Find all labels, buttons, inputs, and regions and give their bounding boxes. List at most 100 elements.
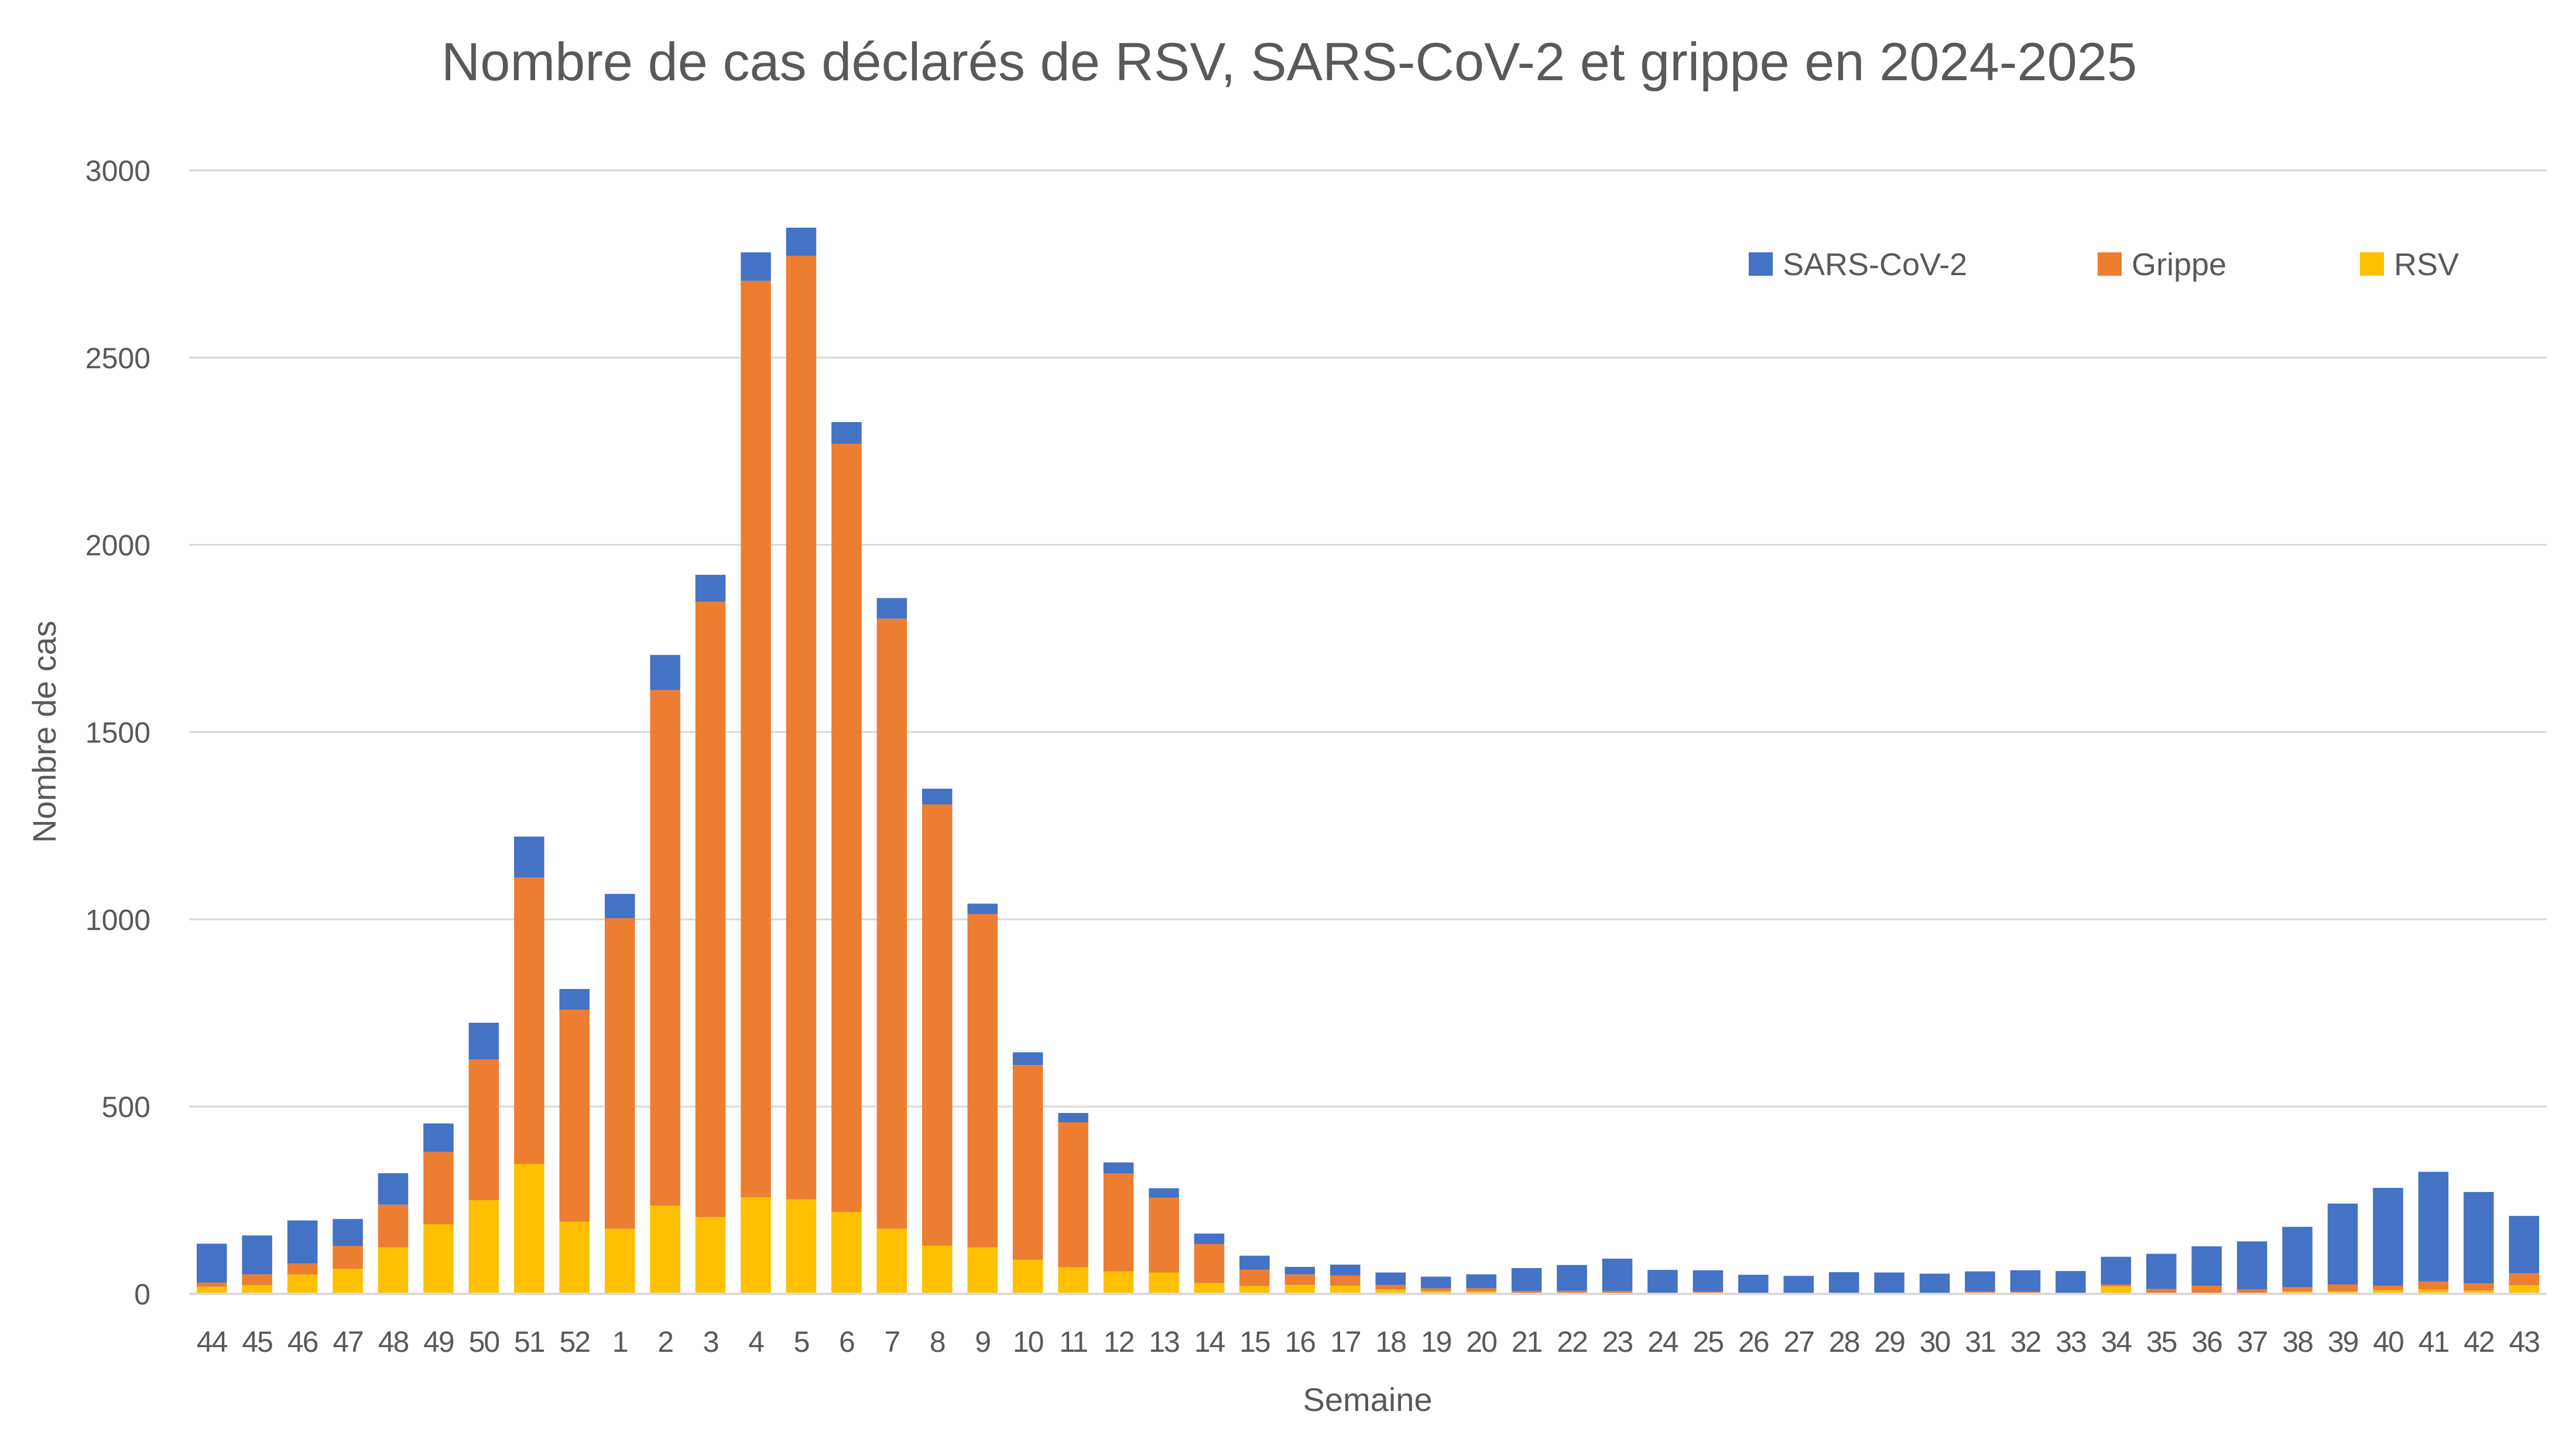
bar-sars-cov-2-week-30 xyxy=(1919,1273,1950,1294)
bar-stack-week-12 xyxy=(1103,1162,1134,1294)
bar-stack-week-23 xyxy=(1602,1258,1633,1294)
bar-stack-week-30 xyxy=(1919,1273,1950,1294)
bar-rsv-week-4 xyxy=(741,1197,771,1294)
bar-rsv-week-16 xyxy=(1284,1284,1316,1294)
bar-sars-cov-2-week-23 xyxy=(1602,1258,1633,1291)
bar-rsv-week-45 xyxy=(242,1285,272,1294)
bar-stack-week-11 xyxy=(1058,1113,1088,1294)
x-tick-label: 3 xyxy=(703,1325,718,1358)
bar-rsv-week-19 xyxy=(1420,1290,1451,1294)
bar-stack-week-17 xyxy=(1330,1265,1361,1294)
bar-rsv-week-39 xyxy=(2327,1291,2358,1294)
bar-sars-cov-2-week-20 xyxy=(1466,1274,1496,1289)
bar-sars-cov-2-week-48 xyxy=(378,1173,409,1205)
bar-grippe-week-16 xyxy=(1284,1274,1316,1285)
bar-rsv-week-17 xyxy=(1330,1285,1361,1294)
x-tick-label: 37 xyxy=(2237,1325,2267,1358)
bar-rsv-week-38 xyxy=(2282,1291,2313,1294)
legend-label: Grippe xyxy=(2132,247,2226,282)
y-tick-label: 0 xyxy=(134,1278,150,1311)
bar-stack-week-34 xyxy=(2101,1256,2131,1294)
bar-grippe-week-6 xyxy=(831,444,862,1212)
bar-stack-week-29 xyxy=(1874,1272,1904,1294)
bar-sars-cov-2-week-40 xyxy=(2373,1188,2403,1286)
bar-grippe-week-41 xyxy=(2418,1281,2449,1290)
x-tick-label: 41 xyxy=(2419,1325,2449,1358)
bar-stack-week-44 xyxy=(197,1244,227,1294)
bar-stack-week-27 xyxy=(1783,1276,1814,1294)
bar-sars-cov-2-week-37 xyxy=(2236,1241,2267,1290)
bar-rsv-week-46 xyxy=(287,1274,318,1294)
x-tick-label: 36 xyxy=(2191,1325,2222,1358)
x-tick-label: 19 xyxy=(1421,1325,1451,1358)
bar-sars-cov-2-week-9 xyxy=(967,903,998,914)
y-tick-label: 1500 xyxy=(85,717,150,749)
x-tick-label: 48 xyxy=(378,1325,409,1358)
bar-rsv-week-9 xyxy=(967,1247,998,1294)
bar-sars-cov-2-week-49 xyxy=(423,1123,454,1152)
bar-sars-cov-2-week-16 xyxy=(1284,1266,1316,1275)
x-tick-label: 10 xyxy=(1013,1325,1043,1358)
x-tick-label: 14 xyxy=(1194,1325,1225,1358)
x-tick-label: 34 xyxy=(2101,1325,2132,1358)
bar-rsv-week-41 xyxy=(2418,1289,2449,1294)
bar-rsv-week-5 xyxy=(786,1199,817,1294)
bar-rsv-week-20 xyxy=(1466,1291,1496,1294)
bar-sars-cov-2-week-43 xyxy=(2509,1215,2539,1273)
bar-grippe-week-22 xyxy=(1557,1290,1587,1293)
bar-stack-week-8 xyxy=(922,789,953,1294)
bar-grippe-week-11 xyxy=(1058,1122,1088,1268)
bar-rsv-week-44 xyxy=(197,1286,227,1294)
bar-rsv-week-10 xyxy=(1012,1259,1043,1294)
bar-grippe-week-47 xyxy=(333,1246,363,1269)
bar-grippe-week-43 xyxy=(2509,1273,2539,1286)
bar-grippe-week-9 xyxy=(967,914,998,1248)
x-tick-label: 22 xyxy=(1557,1325,1587,1358)
bar-stack-week-10 xyxy=(1012,1052,1043,1294)
bar-stack-week-41 xyxy=(2418,1171,2449,1294)
bar-sars-cov-2-week-8 xyxy=(922,789,953,804)
bar-stack-week-50 xyxy=(468,1022,499,1294)
bar-sars-cov-2-week-3 xyxy=(695,574,726,602)
bar-grippe-week-18 xyxy=(1375,1284,1406,1290)
bar-sars-cov-2-week-15 xyxy=(1239,1255,1270,1270)
bar-sars-cov-2-week-19 xyxy=(1420,1276,1451,1289)
bar-sars-cov-2-week-18 xyxy=(1375,1272,1406,1285)
x-tick-label: 46 xyxy=(287,1325,318,1358)
bar-stack-week-6 xyxy=(831,422,862,1294)
legend-item-sars-cov-2: SARS-CoV-2 xyxy=(1749,247,1967,282)
bar-rsv-week-14 xyxy=(1194,1283,1225,1294)
y-axis-tick-labels: 0 500 1000 1500 2000 2500 3000 xyxy=(85,155,150,1311)
bar-stack-week-2 xyxy=(650,655,680,1294)
y-axis-title: Nombre de cas xyxy=(26,621,63,843)
bar-stack-week-22 xyxy=(1557,1265,1587,1294)
bar-sars-cov-2-week-34 xyxy=(2101,1256,2131,1284)
bar-grippe-week-50 xyxy=(468,1059,499,1201)
bars xyxy=(197,227,2539,1294)
bar-stack-week-45 xyxy=(242,1235,272,1294)
legend-swatch xyxy=(2098,252,2122,276)
bar-grippe-week-45 xyxy=(242,1274,272,1286)
bar-rsv-week-49 xyxy=(423,1224,454,1294)
bar-sars-cov-2-week-42 xyxy=(2464,1192,2494,1284)
bar-stack-week-25 xyxy=(1693,1270,1724,1294)
bar-grippe-week-15 xyxy=(1239,1269,1270,1286)
bar-sars-cov-2-week-2 xyxy=(650,655,680,690)
bar-rsv-week-11 xyxy=(1058,1267,1088,1294)
x-tick-label: 21 xyxy=(1512,1325,1542,1358)
chart-title: Nombre de cas déclarés de RSV, SARS-CoV-… xyxy=(441,32,2137,92)
bar-grippe-week-12 xyxy=(1103,1173,1134,1272)
x-tick-label: 52 xyxy=(559,1325,590,1358)
bar-sars-cov-2-week-10 xyxy=(1012,1052,1043,1066)
bar-stack-week-21 xyxy=(1511,1268,1542,1294)
x-tick-label: 7 xyxy=(884,1325,899,1358)
bar-sars-cov-2-week-51 xyxy=(514,837,544,878)
bar-sars-cov-2-week-44 xyxy=(197,1244,227,1283)
bar-grippe-week-49 xyxy=(423,1152,454,1225)
bar-rsv-week-34 xyxy=(2101,1286,2131,1294)
x-tick-label: 28 xyxy=(1829,1325,1859,1358)
bar-sars-cov-2-week-7 xyxy=(876,598,907,619)
bar-sars-cov-2-week-26 xyxy=(1738,1275,1769,1294)
legend-swatch xyxy=(2360,252,2384,276)
bar-sars-cov-2-week-29 xyxy=(1874,1272,1904,1294)
